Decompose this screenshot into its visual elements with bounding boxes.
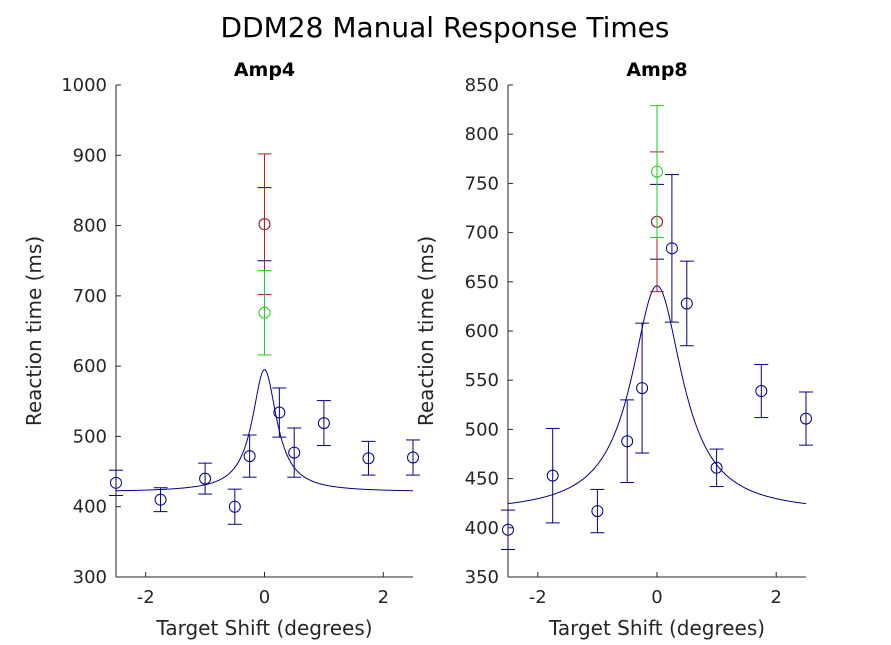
data-point-blue — [546, 469, 559, 482]
x-tick-label: 0 — [651, 587, 662, 608]
error-bar-blue — [709, 448, 724, 487]
data-point-blue — [362, 452, 375, 465]
fit-curve — [115, 369, 414, 492]
y-tick-label: 700 — [465, 223, 499, 244]
x-tick-label: -2 — [529, 587, 547, 608]
y-tick-label: 650 — [465, 272, 499, 293]
panel-title: Amp8 — [626, 59, 687, 81]
error-bar-blue — [272, 387, 287, 438]
error-bar-blue — [109, 469, 123, 496]
data-point-blue — [154, 493, 167, 506]
error-bar-blue — [590, 488, 605, 534]
data-point-blue — [288, 446, 301, 459]
data-point-blue — [621, 435, 634, 448]
data-point-blue — [273, 406, 286, 419]
y-tick-label: 550 — [465, 370, 499, 391]
data-point-blue — [800, 412, 812, 425]
x-axis-label: Target Shift (degrees) — [548, 616, 765, 640]
data-point-blue — [710, 461, 723, 474]
error-bar-green — [650, 105, 664, 239]
y-tick-label: 1000 — [61, 75, 107, 96]
error-bar-blue — [406, 439, 420, 476]
x-axis-label: Target Shift (degrees) — [155, 616, 372, 640]
y-tick-label: 700 — [73, 286, 107, 307]
y-tick-label: 800 — [465, 124, 499, 145]
panel-amp8: 350 400 450 500 550 600 650 700 750 800 850 -2 0 2 Amp… — [414, 59, 813, 640]
y-tick-label: 400 — [465, 518, 499, 539]
y-tick-label: 800 — [73, 216, 107, 237]
y-axis-label: Reaction time (ms) — [414, 236, 438, 426]
x-tick-label: 0 — [259, 587, 270, 608]
error-bar-blue — [799, 391, 813, 446]
error-bar-blue — [153, 487, 168, 513]
y-tick-label: 600 — [465, 321, 499, 342]
error-bar-blue — [198, 462, 213, 495]
data-point-blue — [243, 450, 256, 463]
error-bar-blue — [361, 440, 376, 476]
error-bar-blue — [242, 434, 257, 478]
error-bar-blue — [287, 427, 302, 478]
y-tick-label: 900 — [73, 145, 107, 166]
data-point-blue — [199, 472, 212, 485]
figure-title: DDM28 Manual Response Times — [221, 11, 670, 44]
error-bar-blue — [664, 174, 679, 323]
y-tick-label: 600 — [73, 356, 107, 377]
data-point-blue — [755, 385, 768, 398]
y-tick-label: 350 — [465, 567, 499, 588]
error-bar-blue — [545, 427, 560, 524]
data-point-green — [258, 306, 271, 319]
data-point-blue — [407, 451, 419, 464]
panel-amp4: 300 400 500 600 700 800 900 1000 -2 0 2 Amp4 Target … — [22, 59, 420, 640]
error-bar-blue — [316, 400, 331, 447]
y-tick-label: 450 — [465, 469, 499, 490]
y-tick-label: 850 — [465, 75, 499, 96]
error-bar-blue — [754, 363, 769, 419]
error-bar-blue — [679, 260, 694, 347]
data-point-blue — [636, 382, 649, 395]
data-point-blue — [317, 417, 330, 430]
error-bar-green — [257, 270, 272, 356]
y-axis-label: Reaction time (ms) — [22, 236, 46, 426]
error-bar-blue — [620, 399, 635, 484]
data-point-red — [258, 218, 271, 231]
error-bar-blue — [635, 322, 650, 454]
error-bar-blue — [227, 488, 242, 525]
x-tick-label: -2 — [137, 587, 155, 608]
x-tick-label: 2 — [378, 587, 389, 608]
y-tick-label: 500 — [465, 419, 499, 440]
data-point-blue — [228, 500, 241, 513]
error-bar-blue — [501, 509, 515, 550]
data-point-blue — [591, 505, 604, 518]
y-tick-label: 500 — [73, 426, 107, 447]
data-point-green — [651, 165, 663, 178]
x-tick-label: 2 — [770, 587, 781, 608]
y-tick-label: 750 — [465, 173, 499, 194]
panel-title: Amp4 — [234, 59, 295, 81]
data-point-blue — [680, 297, 693, 310]
y-tick-label: 400 — [73, 497, 107, 518]
data-point-blue — [502, 523, 514, 536]
data-point-blue — [665, 242, 678, 255]
y-tick-label: 300 — [73, 567, 107, 588]
data-point-blue — [110, 476, 122, 489]
